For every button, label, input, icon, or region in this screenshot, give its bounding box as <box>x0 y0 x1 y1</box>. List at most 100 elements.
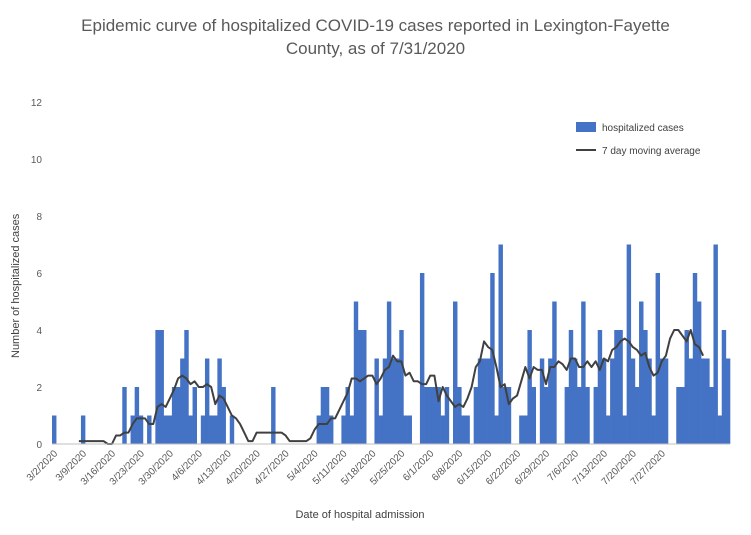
y-tick-label: 6 <box>36 269 42 280</box>
bar <box>209 415 214 444</box>
bar <box>345 387 350 444</box>
bar <box>184 330 189 444</box>
legend-label-bars: hospitalized cases <box>602 123 684 134</box>
bar <box>180 358 185 444</box>
bar <box>490 273 495 444</box>
bar <box>543 387 549 444</box>
bar <box>378 415 384 444</box>
bar <box>328 415 334 444</box>
bar <box>213 415 218 444</box>
bar <box>353 301 359 444</box>
bar <box>655 273 661 444</box>
bar <box>618 330 623 444</box>
bar <box>577 387 582 444</box>
legend-label-line: 7 day moving average <box>602 146 701 157</box>
y-tick-label: 10 <box>31 155 43 166</box>
chart-title: Epidemic curve of hospitalized COVID-19 … <box>0 14 751 60</box>
bar <box>138 415 144 444</box>
bar <box>622 415 627 444</box>
bar <box>486 358 491 444</box>
bar <box>477 358 483 444</box>
bar <box>568 330 574 444</box>
bar <box>341 415 346 444</box>
bar <box>684 330 689 444</box>
bar <box>676 387 681 444</box>
bar <box>721 330 727 444</box>
bar <box>395 358 400 444</box>
bar <box>725 358 731 444</box>
bar <box>407 415 412 444</box>
bar <box>428 387 433 444</box>
bar <box>200 415 206 444</box>
bar <box>626 244 632 444</box>
bar <box>159 330 164 444</box>
bar <box>634 387 640 444</box>
bar <box>419 273 425 444</box>
bar <box>717 415 723 444</box>
bar <box>176 387 181 444</box>
bar <box>80 415 86 444</box>
y-tick-label: 4 <box>36 326 42 337</box>
bar <box>531 387 536 444</box>
bar <box>324 387 330 444</box>
bar <box>271 387 276 444</box>
bar <box>432 387 437 444</box>
bar <box>647 358 652 444</box>
bar <box>130 415 135 444</box>
bar <box>605 415 611 444</box>
bar <box>527 330 532 444</box>
bar <box>171 387 177 444</box>
bar <box>465 415 470 444</box>
bar <box>614 330 619 444</box>
chart-title-line-2: County, as of 7/31/2020 <box>285 39 466 58</box>
bar <box>688 358 694 444</box>
bar <box>188 415 193 444</box>
bar <box>440 415 446 444</box>
bar <box>696 301 702 444</box>
y-tick-label: 8 <box>36 212 42 223</box>
bar <box>498 244 503 444</box>
bar <box>316 415 322 444</box>
bar <box>548 358 553 444</box>
bar <box>122 387 127 444</box>
bar <box>581 301 586 444</box>
bar <box>593 387 598 444</box>
bar <box>382 358 388 444</box>
bar <box>473 387 479 444</box>
bar <box>147 415 152 444</box>
bar <box>659 358 665 444</box>
y-tick-label: 12 <box>31 98 43 109</box>
bar <box>391 358 396 444</box>
x-axis-title: Date of hospital admission <box>295 509 425 521</box>
bar <box>523 415 528 444</box>
bar <box>217 358 222 444</box>
bar <box>564 387 570 444</box>
bar <box>320 387 326 444</box>
bar <box>630 358 636 444</box>
bar <box>705 358 710 444</box>
bar <box>444 387 450 444</box>
bar <box>502 387 508 444</box>
bar <box>519 415 524 444</box>
bar <box>155 330 160 444</box>
bar <box>552 301 557 444</box>
bar <box>639 301 644 444</box>
bar <box>374 358 379 444</box>
bar <box>701 358 706 444</box>
bar <box>539 358 545 444</box>
legend-bar-swatch <box>576 122 596 132</box>
bar <box>461 415 466 444</box>
bar <box>572 358 578 444</box>
bar <box>349 415 355 444</box>
bar <box>163 415 169 444</box>
y-tick-label: 0 <box>36 440 42 451</box>
bar <box>453 301 458 444</box>
bar <box>386 301 392 444</box>
bar <box>663 358 669 444</box>
bar <box>229 415 235 444</box>
bar <box>709 387 714 444</box>
bar <box>204 358 210 444</box>
bar <box>610 358 615 444</box>
bar <box>134 387 140 444</box>
